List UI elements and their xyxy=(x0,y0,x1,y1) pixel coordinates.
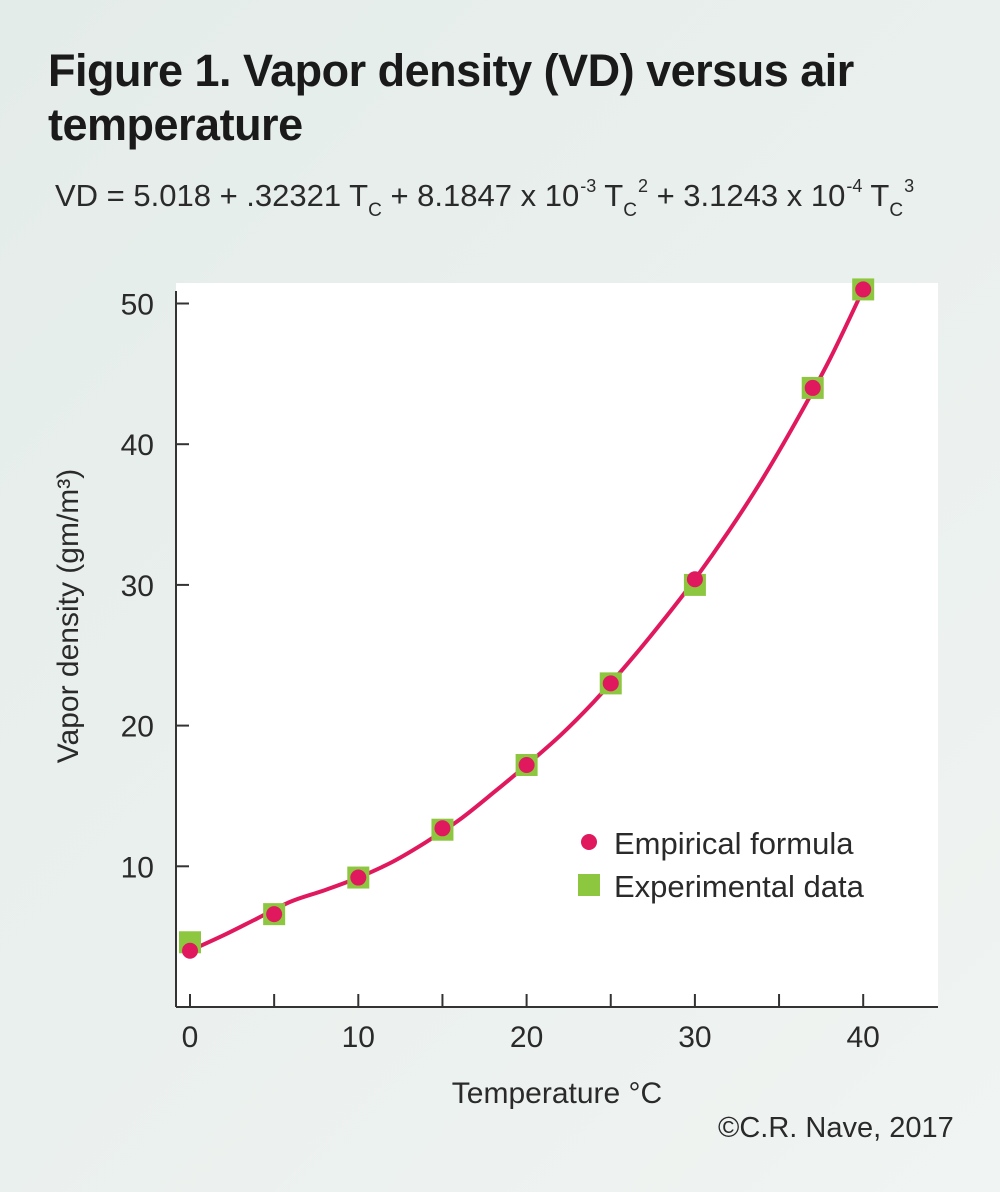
empirical-point xyxy=(350,869,367,886)
y-tick-label: 40 xyxy=(121,429,154,462)
legend-experimental-marker xyxy=(578,874,600,896)
empirical-point xyxy=(434,820,451,837)
legend-empirical-marker xyxy=(581,834,597,850)
copyright-credit: ©C.R. Nave, 2017 xyxy=(718,1112,954,1144)
x-axis-label: Temperature °C xyxy=(452,1077,662,1110)
x-tick-label: 30 xyxy=(678,1021,711,1054)
x-tick-label: 10 xyxy=(342,1021,375,1054)
empirical-point xyxy=(686,571,703,588)
empirical-point xyxy=(855,281,872,298)
empirical-point xyxy=(602,675,619,692)
chart-title: Figure 1. Vapor density (VD) versus air … xyxy=(48,45,854,150)
empirical-point xyxy=(804,379,821,396)
y-axis-label: Vapor density (gm/m³) xyxy=(52,469,85,764)
y-tick-label: 50 xyxy=(121,289,154,322)
legend-empirical-label: Empirical formula xyxy=(614,826,854,861)
y-tick-label: 10 xyxy=(121,851,154,884)
x-tick-label: 20 xyxy=(510,1021,543,1054)
x-tick-label: 40 xyxy=(847,1021,880,1054)
plot-area xyxy=(176,283,938,1007)
empirical-point xyxy=(518,756,535,773)
y-tick-label: 30 xyxy=(121,570,154,603)
empirical-point xyxy=(182,942,198,959)
y-tick-label: 20 xyxy=(121,711,154,744)
empirical-point xyxy=(266,906,283,923)
equation: VD = 5.018 + .32321 TC + 8.1847 x 10-3 T… xyxy=(55,176,915,221)
legend-experimental-label: Experimental data xyxy=(614,869,865,904)
x-tick-label: 0 xyxy=(182,1021,199,1054)
